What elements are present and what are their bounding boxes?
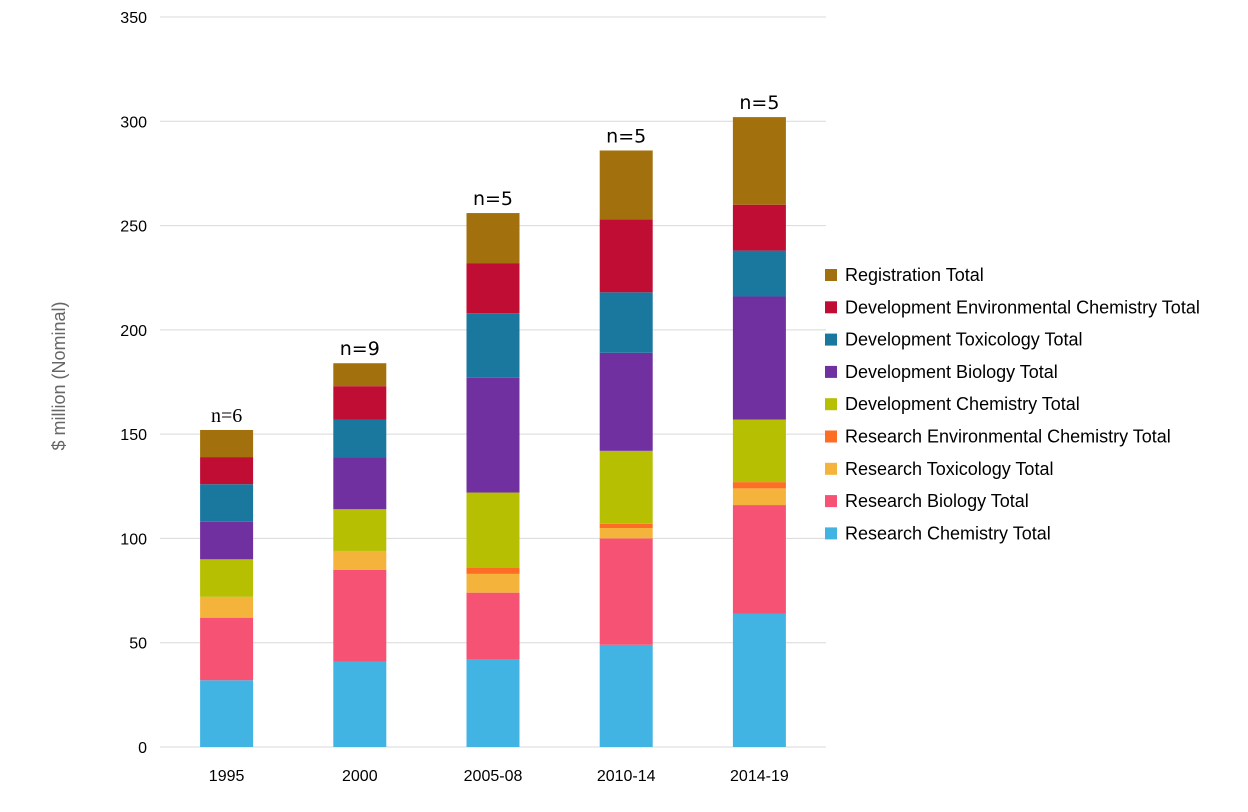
sample-size-label: n=5 <box>606 125 646 147</box>
legend-label: Research Biology Total <box>845 491 1029 511</box>
legend-label: Development Chemistry Total <box>845 394 1080 414</box>
y-tick-label: 0 <box>138 740 147 757</box>
bar-segment <box>200 484 254 522</box>
y-tick-label: 350 <box>120 10 147 27</box>
bar-segment <box>466 573 520 593</box>
bar-segment <box>732 482 786 489</box>
bar-segment <box>200 596 254 618</box>
legend-swatch <box>825 495 837 508</box>
x-tick-label: 2000 <box>342 768 378 785</box>
y-tick-label: 200 <box>120 323 147 340</box>
legend-label: Development Biology Total <box>845 362 1058 382</box>
bar-segment <box>599 219 653 293</box>
bar-segment <box>599 528 653 539</box>
bar-segment <box>466 659 520 747</box>
bar-segment <box>732 204 786 251</box>
bar-segment <box>732 488 786 506</box>
sample-size-label: n=5 <box>739 92 779 114</box>
bar-segment <box>466 567 520 574</box>
bar-segment <box>333 363 387 387</box>
legend: Registration Total Development Environmen… <box>825 265 1200 543</box>
bar-segment <box>466 313 520 378</box>
bar-segment <box>599 644 653 747</box>
y-tick-label: 100 <box>120 531 147 548</box>
bar-segment <box>466 492 520 568</box>
bar-segment <box>599 150 653 220</box>
bar-segment <box>732 117 786 205</box>
bars <box>200 117 786 747</box>
legend-label: Research Toxicology Total <box>845 459 1053 479</box>
bar-segment <box>333 457 387 510</box>
legend-swatch <box>825 462 837 475</box>
bar-segment <box>200 521 254 560</box>
legend-swatch <box>825 398 837 411</box>
legend-swatch <box>825 430 837 443</box>
bar-segment <box>599 292 653 353</box>
x-tick-label: 2005-08 <box>464 768 523 785</box>
legend-swatch <box>825 333 837 346</box>
x-tick-label: 2010-14 <box>597 768 656 785</box>
x-tick-label: 1995 <box>209 768 245 785</box>
bar-segment <box>200 680 254 747</box>
legend-label: Development Toxicology Total <box>845 330 1082 350</box>
sample-size-label: n=5 <box>473 188 513 210</box>
bar-segment <box>466 592 520 660</box>
bar-segment <box>333 550 387 570</box>
legend-swatch <box>825 269 837 281</box>
legend-label: Development Environmental Chemistry Tota… <box>845 297 1200 317</box>
y-axis-title: $ million (Nominal) <box>49 301 69 450</box>
bar-segment <box>466 213 520 264</box>
bar-segment <box>732 419 786 483</box>
bar-segment <box>333 386 387 420</box>
bar-segment <box>732 613 786 747</box>
x-tick-label: 2014-19 <box>730 768 789 785</box>
legend-label: Registration Total <box>845 265 984 285</box>
sample-size-label: n=9 <box>340 338 380 360</box>
bar-segment <box>599 450 653 524</box>
legend-swatch <box>825 301 837 314</box>
y-tick-label: 300 <box>120 114 147 131</box>
legend-label: Research Chemistry Total <box>845 523 1051 543</box>
legend-swatch <box>825 527 837 540</box>
bar-segment <box>732 250 786 297</box>
bar-segment <box>333 661 387 747</box>
bar-segment <box>333 509 387 551</box>
y-tick-label: 150 <box>120 427 147 444</box>
bar-segment <box>200 559 254 597</box>
legend-label: Research Environmental Chemistry Total <box>845 427 1171 447</box>
bar-segment <box>466 263 520 314</box>
bar-segment <box>599 523 653 528</box>
bar-segment <box>732 505 786 614</box>
legend-swatch <box>825 365 837 378</box>
x-axis-ticks: 1995 2000 2005-08 2010-14 2014-19 <box>209 768 789 785</box>
bar-segment <box>200 429 254 458</box>
y-tick-label: 250 <box>120 219 147 236</box>
sample-size-annotations: n=6 n=9 n=5 n=5 n=5 <box>211 92 779 427</box>
bar-segment <box>599 538 653 645</box>
bar-segment <box>200 617 254 681</box>
bar-segment <box>599 352 653 451</box>
bar-segment <box>333 569 387 662</box>
bar-segment <box>466 377 520 493</box>
y-tick-label: 50 <box>129 636 147 653</box>
sample-size-label: n=6 <box>211 405 242 427</box>
bar-segment <box>200 457 254 485</box>
bar-segment <box>333 419 387 458</box>
y-axis-ticks: 0 50 100 150 200 250 300 350 <box>120 10 147 757</box>
bar-segment <box>732 296 786 420</box>
